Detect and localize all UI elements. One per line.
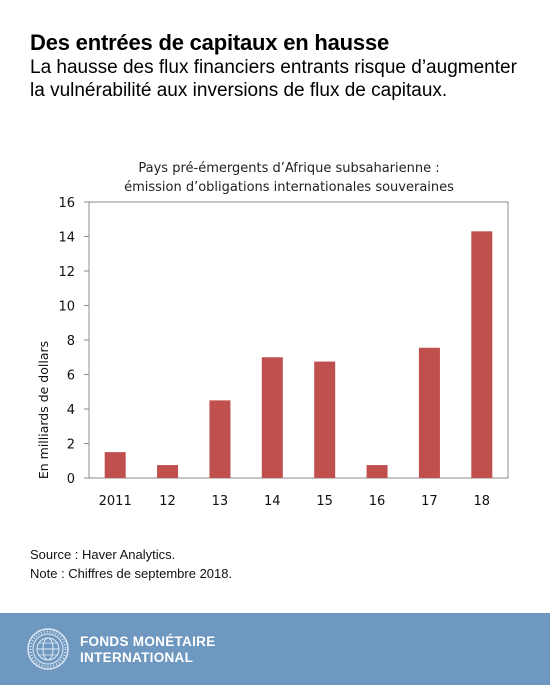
x-tick-label: 15	[316, 494, 333, 509]
chart-subtitle: émission d’obligations internationales s…	[124, 180, 454, 195]
x-tick-label: 13	[212, 494, 229, 509]
plot-area	[88, 201, 509, 479]
y-axis: 0 2 4 6 8 10 12 14 16	[58, 196, 89, 487]
bar-12	[157, 465, 179, 478]
headline: Des entrées de capitaux en hausse	[30, 30, 390, 55]
y-tick-label: 4	[67, 403, 75, 418]
x-tick-label: 12	[159, 494, 176, 509]
footer-bar: Fonds monétaire international	[0, 613, 550, 685]
y-tick-label: 8	[67, 334, 75, 349]
bar-17	[418, 347, 440, 478]
bar-series	[104, 231, 493, 479]
y-tick-label: 0	[67, 472, 75, 487]
y-tick-label: 2	[67, 438, 75, 453]
x-tick-label: 2011	[99, 494, 132, 509]
data-note: Note : Chiffres de septembre 2018.	[30, 566, 233, 581]
x-axis: 2011 12 13 14 15 16 17 18	[99, 494, 490, 509]
organization-name: Fonds monétaire international	[80, 634, 216, 665]
y-axis-label: En milliards de dollars	[36, 341, 51, 479]
x-tick-label: 18	[474, 494, 491, 509]
subheadline: La hausse des flux financiers entrants r…	[30, 57, 517, 101]
bar-15	[314, 361, 336, 478]
bar-2011	[104, 452, 126, 479]
y-tick-label: 10	[58, 300, 75, 315]
chart-title: Pays pré-émergents d’Afrique subsaharien…	[138, 161, 439, 176]
y-tick-label: 6	[67, 369, 75, 384]
bar-16	[366, 465, 388, 478]
y-tick-label: 14	[58, 231, 75, 246]
bar-13	[209, 400, 231, 479]
y-tick-label: 12	[58, 265, 75, 280]
chart-notes: Source : Haver Analytics. Note : Chiffre…	[30, 545, 232, 583]
bar-18	[471, 231, 493, 478]
bar-14	[261, 357, 283, 478]
imf-seal-icon	[27, 628, 69, 670]
bar-chart: Pays pré-émergents d’Afrique subsaharien…	[36, 161, 509, 509]
y-tick-label: 16	[58, 196, 75, 211]
x-tick-label: 16	[369, 494, 386, 509]
x-tick-label: 17	[421, 494, 438, 509]
source-note: Source : Haver Analytics.	[30, 547, 176, 562]
x-tick-label: 14	[264, 494, 281, 509]
